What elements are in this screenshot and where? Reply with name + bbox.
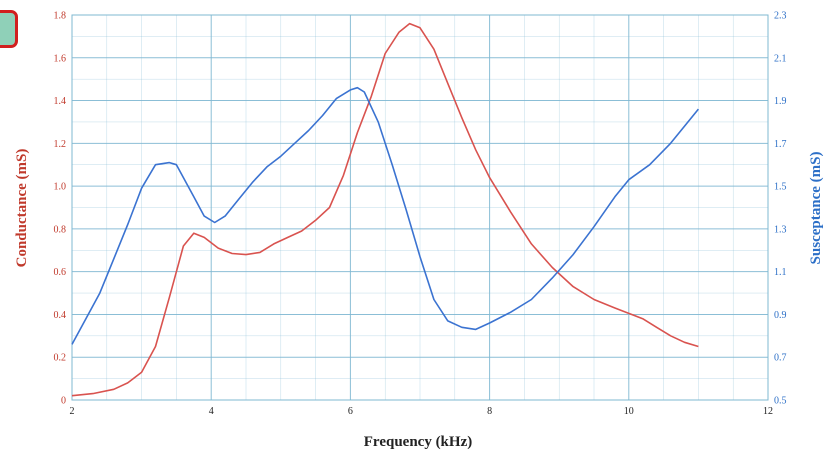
x-tick-label: 6 — [348, 406, 353, 417]
y-right-tick-label: 1.7 — [774, 139, 787, 150]
grid-lines — [71, 14, 769, 401]
y-right-tick-label: 0.7 — [774, 353, 787, 364]
y-right-tick-label: 1.5 — [774, 182, 787, 193]
x-axis-title: Frequency (kHz) — [364, 434, 472, 450]
x-tick-label: 12 — [763, 406, 773, 417]
y-right-tick-label: 1.9 — [774, 96, 787, 107]
y-left-tick-label: 1.8 — [54, 11, 67, 22]
y-right-tick-label: 1.3 — [774, 224, 787, 235]
y-left-tick-label: 0 — [61, 396, 66, 407]
y-left-tick-label: 1.6 — [54, 53, 67, 64]
y-left-tick-label: 0.2 — [54, 353, 67, 364]
y-right-tick-label: 1.1 — [774, 267, 787, 278]
tick-labels: 0 0.2 0.4 0.6 0.8 1.0 1.2 1.4 1.6 1.8 0.5 0.7 0.9 1.1… — [54, 11, 787, 418]
y-right-tick-label: 2.1 — [774, 53, 787, 64]
y-left-tick-label: 0.6 — [54, 267, 67, 278]
x-tick-label: 8 — [487, 406, 492, 417]
y-axis-left-title: Conductance (mS) — [14, 149, 30, 268]
y-left-tick-label: 1.2 — [54, 139, 67, 150]
x-tick-label: 2 — [70, 406, 75, 417]
y-left-tick-label: 0.8 — [54, 224, 67, 235]
conductance-line — [71, 22, 699, 397]
susceptance-line — [71, 86, 700, 345]
y-left-tick-label: 1.4 — [54, 96, 67, 107]
series-lines — [71, 22, 700, 397]
y-right-tick-label: 0.5 — [774, 396, 787, 407]
y-left-tick-label: 0.4 — [54, 310, 67, 321]
x-tick-label: 4 — [209, 406, 214, 417]
y-left-tick-label: 1.0 — [54, 182, 67, 193]
corner-badge — [0, 10, 18, 48]
y-right-tick-label: 2.3 — [774, 11, 787, 22]
x-tick-label: 10 — [624, 406, 634, 417]
y-axis-right-title: Susceptance (mS) — [808, 152, 824, 265]
y-right-tick-label: 0.9 — [774, 310, 787, 321]
